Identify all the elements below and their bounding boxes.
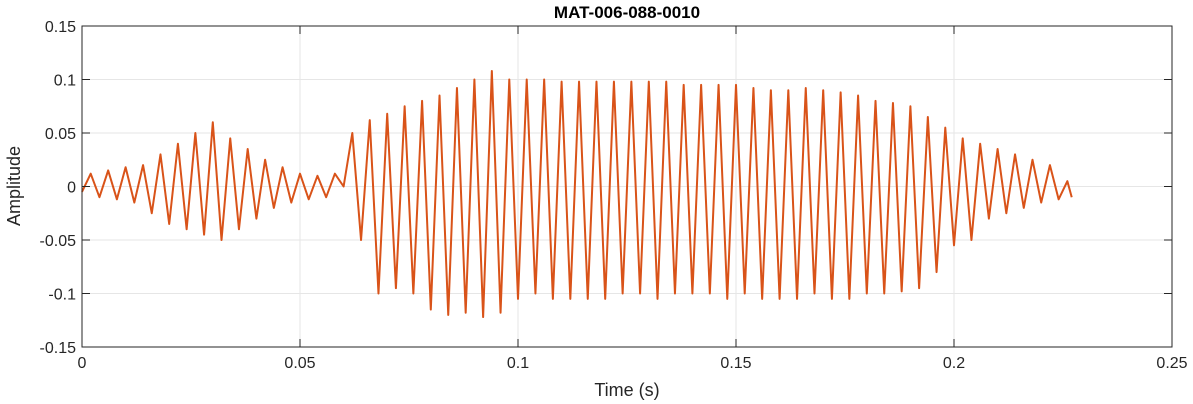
y-tick-labels: -0.15 -0.1 -0.05 0 0.05 0.1 0.15 [40,19,77,357]
y-tick-label: -0.05 [40,233,77,250]
y-tick-label: 0.1 [54,73,76,90]
chart-title: MAT-006-088-0010 [554,3,700,22]
x-tick-label: 0.15 [720,355,751,372]
y-tick-label: -0.15 [40,340,77,357]
x-tick-label: 0.2 [943,355,965,372]
y-tick-label: 0.15 [45,19,76,36]
y-tick-label: 0 [67,180,76,197]
y-axis-label: Amplitude [4,146,24,226]
y-tick-label: -0.1 [48,287,76,304]
x-tick-label: 0.25 [1156,355,1187,372]
waveform-line [81,69,1073,319]
y-tick-label: 0.05 [45,126,76,143]
series-layer [81,69,1073,319]
x-tick-label: 0.1 [507,355,529,372]
x-axis-label: Time (s) [594,380,659,400]
x-tick-labels: 0 0.05 0.1 0.15 0.2 0.25 [78,355,1188,372]
axis-ticks [81,25,1173,348]
x-tick-label: 0 [78,355,87,372]
x-tick-label: 0.05 [284,355,315,372]
